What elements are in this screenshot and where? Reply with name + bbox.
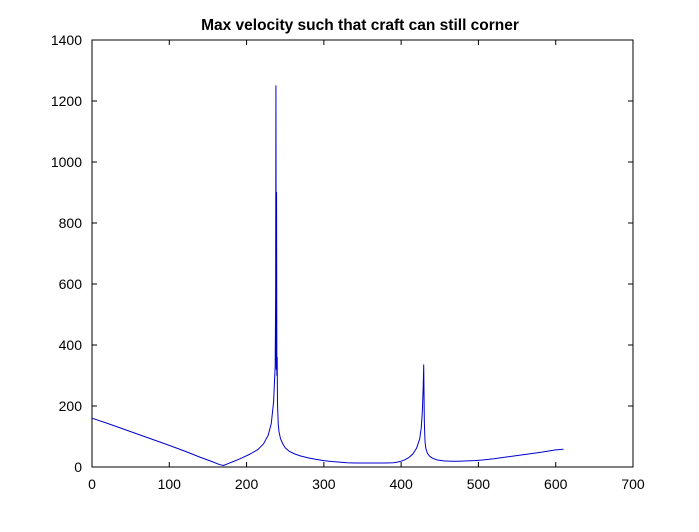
y-tick-label: 1400: [51, 32, 82, 48]
plot-area-frame: [91, 39, 634, 468]
x-tick-label: 500: [467, 476, 491, 492]
x-tick-label: 100: [158, 476, 182, 492]
x-tick-label: 700: [621, 476, 645, 492]
x-tick-label: 300: [312, 476, 336, 492]
y-tick-label: 1000: [51, 154, 82, 170]
y-tick-label: 600: [59, 276, 83, 292]
series-layer: [91, 85, 564, 466]
x-tick-label: 400: [389, 476, 413, 492]
x-tick-label: 200: [235, 476, 259, 492]
y-tick-label: 0: [74, 459, 82, 475]
x-tick-label: 600: [544, 476, 568, 492]
y-tick-label: 200: [59, 398, 83, 414]
x-tick-label: 0: [88, 476, 96, 492]
y-tick-label: 400: [59, 337, 83, 353]
y-tick-label: 1200: [51, 93, 82, 109]
axis-ticks: 0 100 200 300 400 500 600 700 0 200 400 600 800 1000 1…: [51, 32, 645, 492]
series-line-0: [91, 85, 564, 466]
y-tick-label: 800: [59, 215, 83, 231]
chart-title: Max velocity such that craft can still c…: [201, 17, 519, 34]
